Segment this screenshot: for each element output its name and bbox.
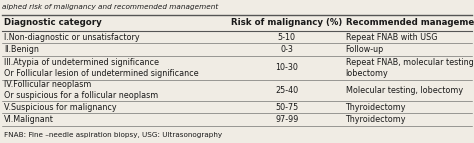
- Text: V.Suspicious for malignancy: V.Suspicious for malignancy: [4, 103, 117, 112]
- Text: Follow-up: Follow-up: [346, 45, 384, 54]
- Text: 97-99: 97-99: [275, 115, 299, 124]
- Text: Thyroidectomy: Thyroidectomy: [346, 115, 406, 124]
- Text: Molecular testing, lobectomy: Molecular testing, lobectomy: [346, 86, 463, 95]
- Text: Thyroidectomy: Thyroidectomy: [346, 103, 406, 112]
- Text: Diagnostic category: Diagnostic category: [4, 18, 102, 27]
- Text: Risk of malignancy (%): Risk of malignancy (%): [231, 18, 342, 27]
- Text: Repeat FNAB with USG: Repeat FNAB with USG: [346, 33, 437, 42]
- Text: Repeat FNAB, molecular testing,
lobectomy: Repeat FNAB, molecular testing, lobectom…: [346, 58, 474, 78]
- Text: IV.Follicular neoplasm
Or suspicious for a follicular neoplasm: IV.Follicular neoplasm Or suspicious for…: [4, 80, 158, 100]
- Text: FNAB: Fine –needle aspiration biopsy, USG: Ultrasonography: FNAB: Fine –needle aspiration biopsy, US…: [4, 132, 222, 138]
- Text: 10-30: 10-30: [275, 63, 298, 72]
- Text: III.Atypia of undetermined significance
Or Follicular lesion of undetermined sig: III.Atypia of undetermined significance …: [4, 58, 199, 78]
- Text: 5-10: 5-10: [278, 33, 296, 42]
- Text: 50-75: 50-75: [275, 103, 299, 112]
- Text: I.Non-diagnostic or unsatisfactory: I.Non-diagnostic or unsatisfactory: [4, 33, 140, 42]
- Text: 0-3: 0-3: [280, 45, 293, 54]
- Text: VI.Malignant: VI.Malignant: [4, 115, 54, 124]
- Text: alphed risk of malignancy and recommended management: alphed risk of malignancy and recommende…: [2, 4, 219, 10]
- Text: II.Benign: II.Benign: [4, 45, 39, 54]
- Text: 25-40: 25-40: [275, 86, 298, 95]
- Text: Recommended management: Recommended management: [346, 18, 474, 27]
